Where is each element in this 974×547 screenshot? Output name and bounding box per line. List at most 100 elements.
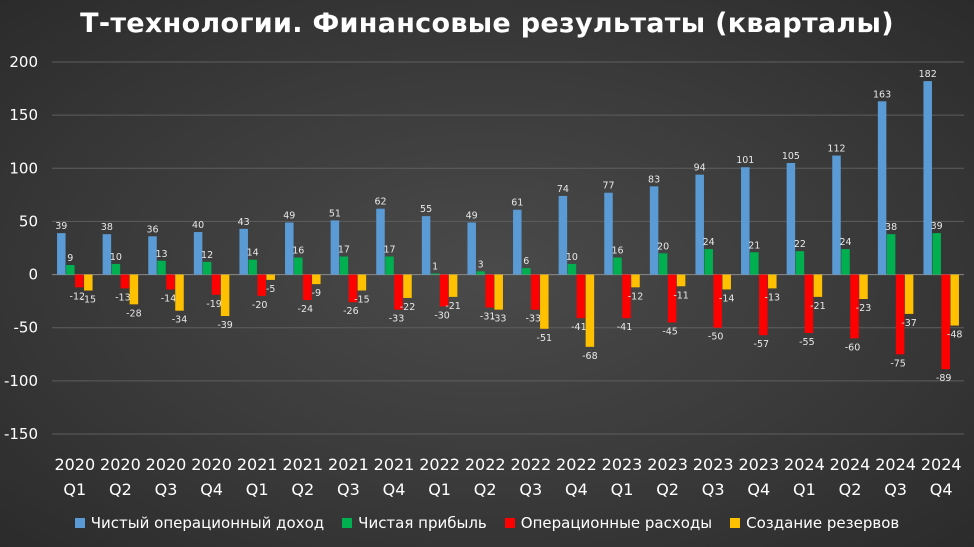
bar-3	[804, 274, 814, 334]
y-tick-label: 50	[19, 212, 38, 230]
bar-3	[257, 274, 266, 296]
bar-1	[376, 208, 385, 275]
bar-4	[175, 274, 184, 311]
bar-2	[66, 265, 75, 275]
bar-2	[795, 251, 805, 275]
y-tick-label: -100	[4, 372, 38, 390]
bar-1	[832, 155, 841, 275]
bar-4	[859, 274, 868, 300]
data-label: -33	[389, 314, 405, 325]
x-tick-label-year: 2022	[556, 455, 597, 474]
data-label: 24	[703, 237, 715, 248]
data-label: -30	[434, 310, 450, 321]
data-label: 182	[919, 69, 937, 80]
bar-3	[120, 274, 130, 289]
x-tick-label-year: 2021	[237, 455, 278, 474]
data-label: 39	[55, 221, 67, 232]
data-label: -39	[217, 320, 233, 331]
bar-3	[439, 274, 449, 307]
x-tick-label-quarter: Q1	[63, 480, 86, 499]
bar-3	[531, 274, 540, 310]
x-tick-label-year: 2020	[100, 455, 141, 474]
data-label: -26	[343, 306, 359, 317]
x-tick-label-year: 2023	[602, 455, 643, 474]
bar-1	[877, 101, 887, 275]
data-label: -50	[708, 332, 724, 343]
data-label: 22	[794, 239, 806, 250]
legend-label: Чистая прибыль	[358, 514, 487, 532]
x-tick-label-year: 2021	[282, 455, 323, 474]
x-tick-label-quarter: Q1	[793, 480, 816, 499]
bar-3	[850, 274, 859, 339]
bar-4	[266, 274, 275, 280]
data-label: -19	[206, 299, 222, 310]
x-tick-label-quarter: Q3	[884, 480, 907, 499]
data-label: 83	[648, 174, 660, 185]
bar-3	[941, 274, 950, 370]
x-tick-label-year: 2020	[54, 455, 95, 474]
y-tick-label: 150	[9, 106, 38, 124]
data-label: -15	[354, 295, 370, 306]
bar-1	[57, 233, 66, 275]
data-label: 38	[885, 222, 897, 233]
x-tick-label-quarter: Q4	[930, 480, 953, 499]
data-label: -75	[890, 358, 906, 369]
bar-1	[741, 167, 750, 275]
data-label: -28	[126, 308, 142, 319]
legend-swatch	[342, 518, 353, 528]
bar-2	[339, 256, 349, 275]
bar-4	[813, 274, 823, 297]
data-label: -20	[252, 300, 268, 311]
data-label: 17	[383, 245, 395, 256]
x-tick-label-year: 2024	[784, 455, 825, 474]
bar-1	[239, 228, 248, 275]
data-label: 20	[657, 241, 669, 252]
data-label: 101	[736, 155, 754, 166]
bar-1	[923, 81, 932, 275]
data-label: -12	[628, 291, 644, 302]
data-label: -37	[901, 318, 917, 329]
data-label: 55	[420, 204, 432, 215]
bar-2	[111, 263, 121, 275]
x-tick-label-year: 2023	[693, 455, 734, 474]
bar-3	[348, 274, 358, 303]
data-label: -55	[799, 337, 815, 348]
bar-3	[303, 274, 312, 301]
data-label: -41	[571, 322, 587, 333]
x-tick-label-year: 2024	[830, 455, 871, 474]
bar-2	[704, 249, 713, 275]
data-label: -41	[617, 322, 633, 333]
x-tick-label-year: 2022	[510, 455, 551, 474]
data-label: 1	[432, 262, 438, 273]
x-tick-label-quarter: Q2	[291, 480, 314, 499]
data-label: -14	[161, 293, 177, 304]
data-label: -51	[537, 333, 553, 344]
y-tick-label: 0	[28, 266, 38, 284]
data-label: 49	[283, 210, 295, 221]
x-tick-label-quarter: Q1	[611, 480, 634, 499]
bar-2	[476, 271, 485, 275]
data-label: -33	[526, 314, 542, 325]
data-label: 16	[611, 246, 623, 257]
bar-4	[494, 274, 503, 310]
x-tick-label-year: 2020	[191, 455, 232, 474]
bar-1	[148, 236, 157, 275]
data-label: 3	[478, 259, 484, 270]
x-tick-label-year: 2020	[146, 455, 187, 474]
data-label: 112	[827, 144, 845, 155]
bar-4	[357, 274, 367, 291]
y-tick-label: 100	[9, 159, 38, 177]
bar-3	[394, 274, 403, 310]
bar-2	[841, 249, 850, 275]
data-label: -9	[312, 288, 321, 299]
data-label: -33	[491, 314, 507, 325]
bar-2	[294, 257, 303, 275]
data-label: 51	[329, 208, 341, 219]
bar-4	[722, 274, 731, 290]
x-tick-label-quarter: Q3	[337, 480, 360, 499]
data-label: 61	[511, 198, 523, 209]
data-label: -13	[115, 292, 131, 303]
bar-1	[558, 195, 568, 275]
data-label: -14	[719, 293, 735, 304]
bar-1	[285, 222, 294, 275]
